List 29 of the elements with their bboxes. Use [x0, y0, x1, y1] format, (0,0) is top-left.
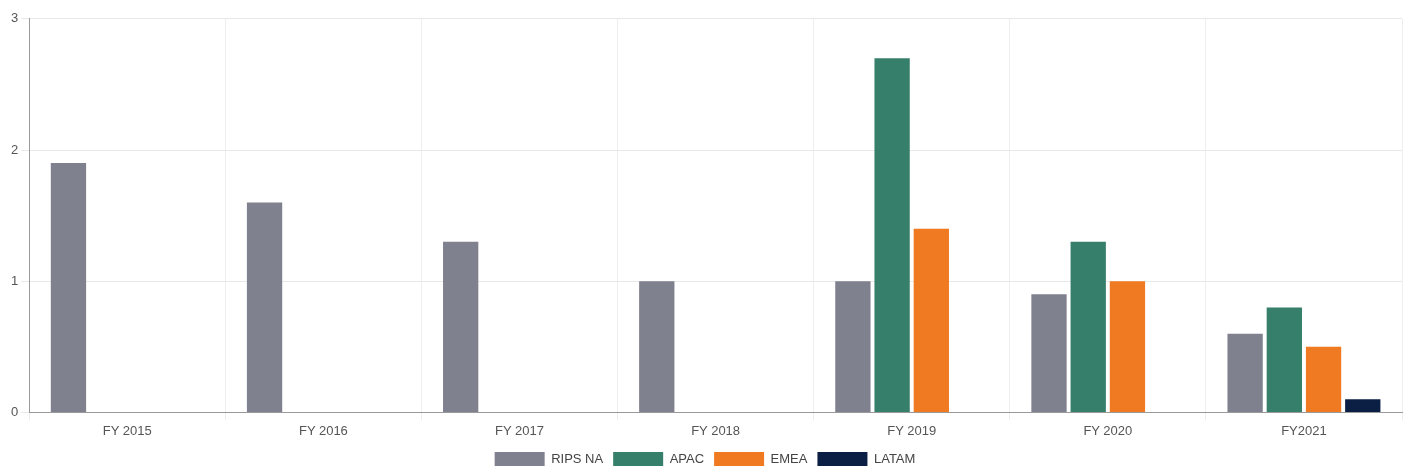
bar: [443, 241, 479, 412]
bar: [639, 281, 675, 412]
x-tick-label: FY 2018: [691, 422, 741, 438]
x-tick-label: FY 2016: [298, 422, 348, 438]
x-tick-label: FY 2015: [102, 422, 152, 438]
bar: [1266, 307, 1302, 412]
bar: [1070, 241, 1106, 412]
y-tick-label: 3: [11, 10, 19, 26]
legend-label: LATAM: [873, 450, 916, 466]
legend-label: RIPS NA: [551, 450, 604, 466]
y-tick-label: 1: [11, 272, 19, 288]
y-tick-label: 0: [11, 403, 19, 419]
bar: [835, 281, 871, 412]
x-tick-label: FY 2020: [1083, 422, 1133, 438]
x-tick-label: FY 2017: [495, 422, 544, 438]
bar: [1227, 333, 1263, 412]
bar: [246, 202, 283, 412]
legend-label: APAC: [669, 450, 705, 466]
bar: [913, 228, 949, 412]
bar: [50, 163, 87, 412]
bar: [1345, 399, 1381, 412]
bar: [1109, 281, 1146, 412]
bar: [874, 58, 910, 412]
x-tick-label: FY2021: [1281, 422, 1327, 438]
legend-label: EMEA: [770, 450, 808, 466]
x-tick-label: FY 2019: [887, 422, 937, 438]
bar: [1305, 346, 1342, 412]
y-tick-label: 2: [11, 141, 19, 157]
bar: [1031, 294, 1067, 412]
